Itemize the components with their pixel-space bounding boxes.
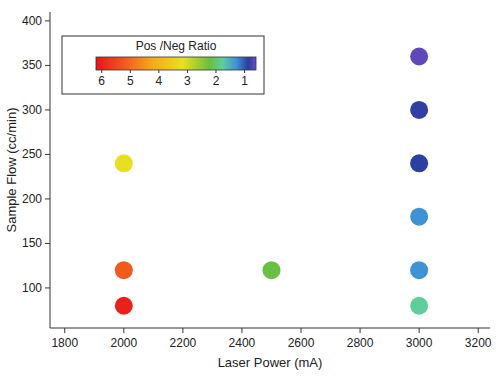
point [410,297,428,315]
point [410,154,428,172]
colorbar-tick-label: 4 [156,74,163,88]
y-tick-label: 400 [22,14,42,28]
y-tick [45,243,50,244]
y-tick [45,65,50,66]
x-tick-label: 2800 [347,336,374,350]
x-tick-label: 3200 [465,336,492,350]
x-tick [360,328,361,333]
y-tick [45,20,50,21]
colorbar-tick-label: 1 [241,74,248,88]
x-tick [301,328,302,333]
y-tick [45,109,50,110]
point [410,48,428,66]
x-tick-label: 1800 [51,336,78,350]
x-tick-label: 2600 [288,336,315,350]
y-tick-label: 200 [22,192,42,206]
colorbar-tick-label: 3 [184,74,191,88]
y-tick-label: 250 [22,147,42,161]
x-tick-label: 2400 [229,336,256,350]
colorbar-box [62,36,264,94]
colorbar-tick-label: 2 [213,74,220,88]
colorbar-tick-label: 6 [98,74,105,88]
points [115,48,428,315]
x-tick [182,328,183,333]
colorbar-tick [187,70,188,73]
colorbar-tick-label: 5 [127,74,134,88]
x-axis-label: Laser Power (mA) [218,355,323,370]
colorbar-label: Pos /Neg Ratio [136,39,217,53]
point [115,297,133,315]
x-tick [419,328,420,333]
colorbar-tick [158,70,159,73]
colorbar-tick [216,70,217,73]
y-tick [45,154,50,155]
x-tick-label: 2200 [170,336,197,350]
colorbar-tick [101,70,102,73]
x-tick [64,328,65,333]
y-tick-label: 100 [22,281,42,295]
y-tick-label: 300 [22,103,42,117]
x-axis [50,328,490,329]
colorbar [96,57,256,70]
chart: 1800200022002400260028003000320010015020… [0,0,500,380]
y-axis-label: Sample Flow (cc/min) [4,108,19,233]
y-tick-label: 350 [22,58,42,72]
colorbar-tick [130,70,131,73]
x-tick-label: 2000 [110,336,137,350]
point [115,154,133,172]
x-tick [241,328,242,333]
point [410,101,428,119]
point [115,261,133,279]
y-axis [50,12,51,328]
point [410,261,428,279]
colorbar-tick [244,70,245,73]
y-tick [45,198,50,199]
x-tick [123,328,124,333]
point [410,208,428,226]
x-tick-label: 3000 [406,336,433,350]
y-tick [45,287,50,288]
y-tick-label: 150 [22,236,42,250]
point [262,261,280,279]
x-tick [478,328,479,333]
